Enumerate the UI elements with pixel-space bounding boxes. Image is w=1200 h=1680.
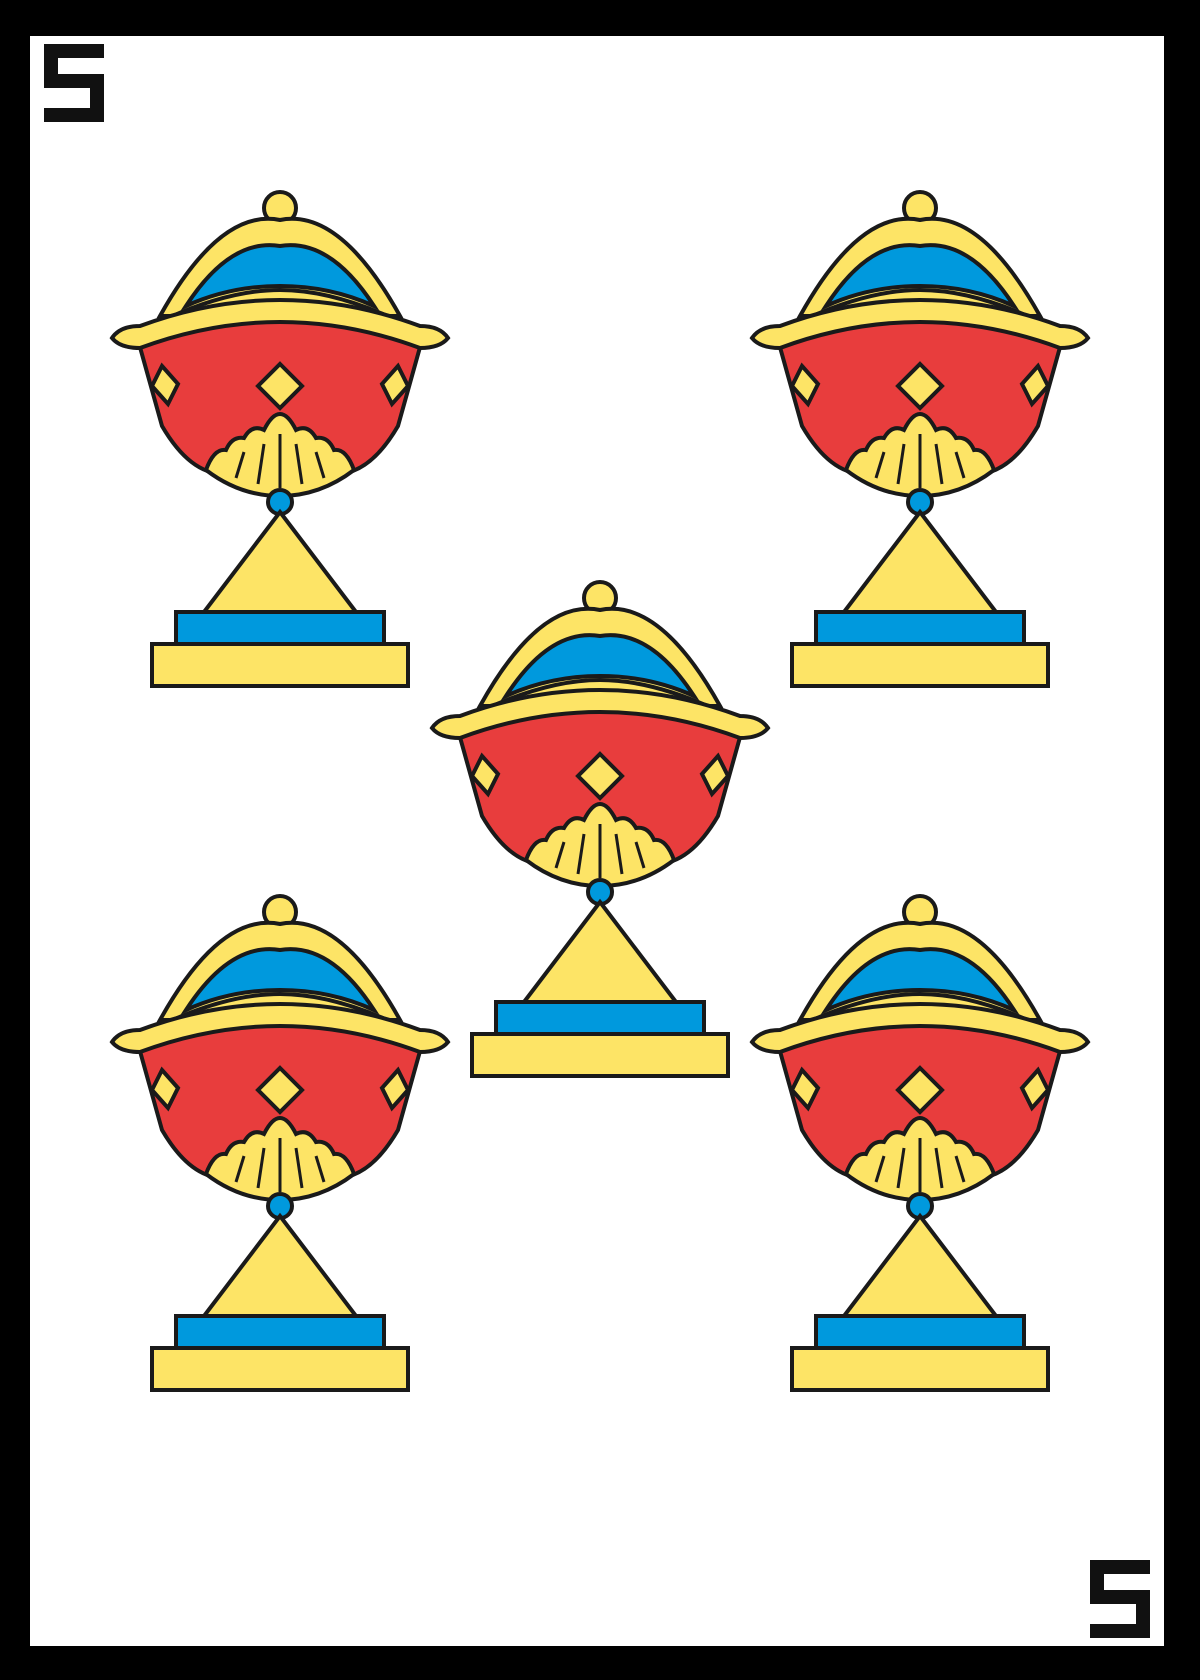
rank-index-bottom: 5 <box>1090 1560 1154 1638</box>
rank-five-glyph-bottom <box>1090 1560 1150 1638</box>
rank-index-top: 5 <box>44 44 108 122</box>
cup-pip-top-right <box>750 190 1090 688</box>
cup-pip-bottom-right <box>750 894 1090 1392</box>
cup-pip-top-left <box>110 190 450 688</box>
cup-pip-bottom-left <box>110 894 450 1392</box>
rank-five-glyph-top <box>44 44 104 122</box>
cup-pip-center <box>430 580 770 1078</box>
